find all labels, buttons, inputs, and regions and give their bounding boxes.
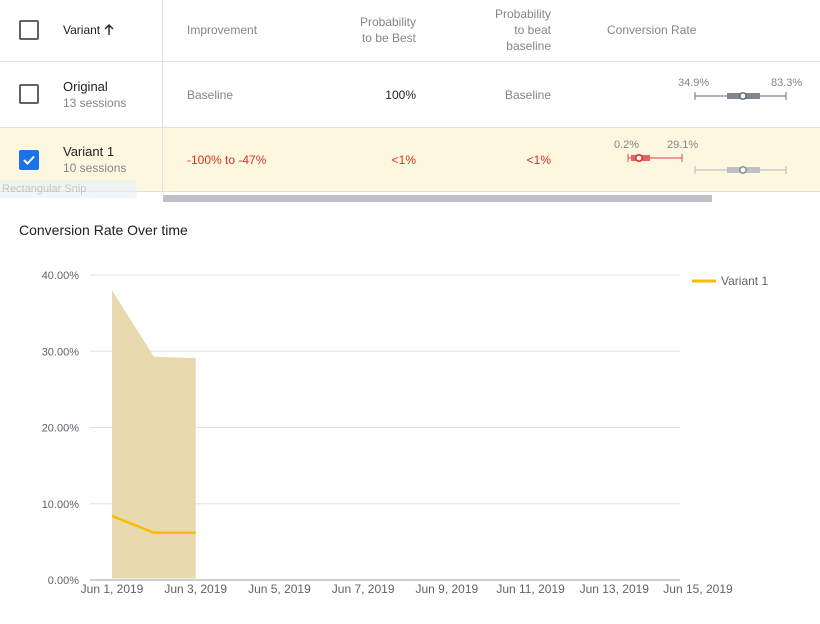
prob-beat-column-header: Probability to beat baseline bbox=[451, 6, 551, 54]
y-tick-label: 30.00% bbox=[42, 346, 80, 358]
series-line bbox=[111, 514, 196, 534]
x-tick-label: Jun 1, 2019 bbox=[81, 582, 144, 596]
improvement-value: -100% to -47% bbox=[187, 153, 267, 167]
prob-best-header-line: to be Best bbox=[361, 31, 416, 45]
ci-low-label: 34.9% bbox=[678, 77, 710, 89]
x-tick-label: Jun 5, 2019 bbox=[248, 582, 311, 596]
prob-beat-header-line: Probability bbox=[494, 7, 551, 21]
table-header-row: Variant Improvement Probability to be Be… bbox=[0, 0, 820, 62]
y-tick-label: 0.00% bbox=[48, 575, 79, 587]
confidence-interval-bar bbox=[627, 153, 683, 163]
prob-best-column-header: Probability to be Best bbox=[316, 14, 416, 46]
legend-label: Variant 1 bbox=[721, 274, 768, 288]
y-tick-label: 40.00% bbox=[42, 270, 80, 282]
prob-beat-header-line: to beat bbox=[514, 23, 551, 37]
ci-low-label: 0.2% bbox=[614, 139, 640, 151]
prob-beat-value: Baseline bbox=[504, 88, 551, 102]
row-checkbox[interactable] bbox=[19, 84, 39, 104]
table-row[interactable]: Original 13 sessions Baseline 100% Basel… bbox=[0, 62, 820, 128]
variant-header-label: Variant bbox=[63, 23, 101, 37]
prob-beat-header-line: baseline bbox=[506, 39, 551, 53]
snip-overlay-label: Rectangular Snip bbox=[0, 180, 137, 198]
prob-best-value: <1% bbox=[391, 153, 416, 167]
improvement-value: Baseline bbox=[187, 88, 234, 102]
prob-beat-value: <1% bbox=[526, 153, 551, 167]
prob-best-value: 100% bbox=[385, 88, 416, 102]
conversion-rate-chart: 40.00% 30.00% 20.00% 10.00% 0.00%Jun 1, 2019… bbox=[42, 270, 769, 596]
variant-name: Original bbox=[63, 79, 108, 94]
x-tick-label: Jun 15, 2019 bbox=[663, 582, 733, 596]
improvement-column-header: Improvement bbox=[187, 23, 258, 37]
row-checkbox[interactable] bbox=[19, 150, 39, 170]
x-tick-label: Jun 7, 2019 bbox=[332, 582, 395, 596]
table-row[interactable]: Variant 1 10 sessions -100% to -47% <1% … bbox=[0, 128, 820, 192]
variant-name: Variant 1 bbox=[63, 144, 115, 159]
x-tick-label: Jun 9, 2019 bbox=[415, 582, 478, 596]
horizontal-scrollbar[interactable] bbox=[163, 195, 712, 202]
experiment-results-table: Variant Improvement Probability to be Be… bbox=[0, 0, 820, 193]
arrow-up-icon bbox=[103, 24, 115, 40]
x-tick-label: Jun 11, 2019 bbox=[496, 582, 565, 596]
variant-column-header[interactable]: Variant bbox=[63, 22, 115, 40]
variant-sessions: 13 sessions bbox=[63, 96, 127, 110]
ci-high-label: 83.3% bbox=[771, 77, 803, 89]
prob-best-header-line: Probability bbox=[359, 15, 416, 29]
checkmark-icon bbox=[23, 155, 35, 165]
ci-high-label: 29.1% bbox=[667, 139, 699, 151]
select-all-checkbox[interactable] bbox=[19, 20, 39, 40]
y-tick-label: 10.00% bbox=[42, 499, 80, 511]
chart-title: Conversion Rate Over time bbox=[19, 222, 188, 238]
confidence-interval-bar bbox=[694, 92, 787, 100]
conversion-column-header: Conversion Rate bbox=[607, 23, 697, 37]
x-tick-label: Jun 3, 2019 bbox=[164, 582, 227, 596]
y-tick-label: 20.00% bbox=[42, 423, 80, 435]
frozen-column-divider bbox=[162, 0, 163, 192]
confidence-band bbox=[112, 290, 196, 579]
x-tick-label: Jun 13, 2019 bbox=[580, 582, 650, 596]
baseline-interval-bar bbox=[694, 166, 787, 174]
variant-sessions: 10 sessions bbox=[63, 161, 127, 175]
